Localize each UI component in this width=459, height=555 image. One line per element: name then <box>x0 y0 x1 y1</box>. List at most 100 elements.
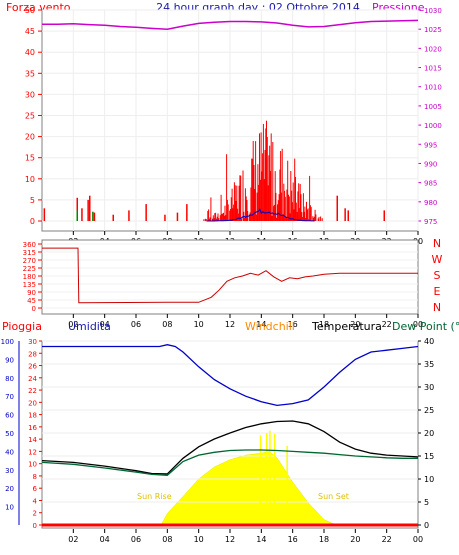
wind-force-bar <box>283 183 285 221</box>
x-tick-label: 00 <box>413 535 423 544</box>
temp-tick-label: 5 <box>424 498 429 507</box>
humidity-line <box>42 344 419 407</box>
wind-force-bar <box>298 207 300 221</box>
wind-direction-line <box>42 247 418 304</box>
rain-tick-label: 26 <box>28 363 37 371</box>
wind-force-bar <box>320 216 322 221</box>
wind-force-bar <box>291 202 293 221</box>
pressure-tick-label: 1025 <box>424 26 442 34</box>
x-tick-label: 10 <box>194 320 204 329</box>
wind-tick-label: 0 <box>30 217 35 226</box>
pressure-tick-label: 1030 <box>424 7 442 15</box>
wind-force-bar <box>289 213 291 221</box>
x-tick-label: 12 <box>225 535 235 544</box>
wind-force-bar <box>272 142 274 221</box>
wind-force-bar <box>241 218 242 221</box>
x-tick-label: 02 <box>68 320 78 329</box>
wind-force-bar <box>306 201 307 221</box>
wind-force-bar <box>223 212 224 221</box>
temp-tick-label: 25 <box>424 406 434 415</box>
wind-force-bar <box>280 151 282 221</box>
direction-tick-label: 360 <box>23 241 36 249</box>
wind-force-bar <box>312 216 314 221</box>
x-tick-label: 04 <box>100 320 110 329</box>
wind-force-bar <box>293 209 295 221</box>
solar-spike <box>273 433 276 525</box>
wind-force-bar <box>347 210 349 221</box>
humidity-tick-label: 90 <box>5 356 14 364</box>
wind-force-bar <box>235 200 237 221</box>
wind-force-bar <box>128 210 130 221</box>
compass-label: W <box>432 253 443 266</box>
compass-label: N <box>433 301 441 314</box>
wind-force-bar <box>270 133 272 221</box>
wind-force-bar <box>309 175 311 221</box>
wind-force-bar <box>286 189 288 221</box>
wind-force-bar <box>300 194 302 221</box>
wind-force-bar <box>210 197 212 221</box>
wind-force-bar <box>215 218 217 221</box>
temp-tick-label: 0 <box>424 521 429 530</box>
rain-tick-label: 28 <box>28 350 37 358</box>
rain-tick-label: 30 <box>28 338 37 346</box>
wind-force-bar <box>233 182 235 221</box>
humidity-tick-label: 20 <box>5 485 14 493</box>
wind-force-bar <box>310 207 312 221</box>
humidity-tick-label: 30 <box>5 467 14 475</box>
solar-spike <box>269 430 271 525</box>
humidity-tick-label: 50 <box>5 430 14 438</box>
wind-force-bar <box>280 192 282 221</box>
wind-force-bar <box>259 179 261 221</box>
wind-force-bar <box>212 215 214 221</box>
wind-force-bar <box>92 211 94 221</box>
wind-force-bar <box>214 213 216 221</box>
wind-force-bar <box>226 154 228 221</box>
wind-force-bar <box>279 169 281 221</box>
wind-force-bar <box>251 158 253 221</box>
wind-force-bar <box>253 165 255 221</box>
wind-force-bar <box>299 184 301 221</box>
wind-force-bar <box>262 123 264 221</box>
wind-force-bar <box>234 185 236 221</box>
compass-label: E <box>434 285 441 298</box>
wind-force-bar <box>87 199 89 221</box>
wind-force-bar <box>303 211 305 221</box>
temp-tick-label: 15 <box>424 452 434 461</box>
compass-label: N <box>433 237 441 250</box>
wind-force-bar <box>227 204 229 221</box>
x-tick-label: 16 <box>288 320 298 329</box>
wind-force-bar <box>93 212 96 221</box>
wind-force-bar <box>288 196 290 221</box>
wind-tick-label: 15 <box>25 154 35 163</box>
wind-force-bar <box>264 150 266 221</box>
wind-force-bar <box>226 199 228 221</box>
pressure-tick-label: 985 <box>424 180 437 188</box>
wind-force-bar <box>296 212 298 221</box>
wind-force-bar <box>266 120 267 221</box>
direction-tick-label: 45 <box>27 297 36 305</box>
wind-tick-label: 20 <box>25 133 35 142</box>
wind-force-bar <box>221 214 223 221</box>
temperature-line <box>41 420 419 475</box>
x-tick-label: 08 <box>162 535 172 544</box>
wind-force-bar <box>245 196 247 221</box>
wind-force-bar <box>248 214 250 221</box>
pressure-tick-label: 980 <box>424 199 437 207</box>
rain-tick-label: 12 <box>28 448 37 456</box>
wind-force-bar <box>307 208 309 221</box>
wind-force-bar <box>278 194 280 221</box>
direction-tick-label: 180 <box>23 273 36 281</box>
pressure-tick-label: 1020 <box>424 45 442 53</box>
wind-force-bar <box>267 185 269 221</box>
wind-force-bar <box>315 214 317 221</box>
wind-force-bar <box>268 155 270 221</box>
x-tick-label: 00 <box>413 320 423 329</box>
wind-force-bar <box>251 158 253 221</box>
rain-tick-label: 10 <box>28 461 37 469</box>
wind-force-bar <box>112 214 114 221</box>
wind-tick-label: 40 <box>25 48 35 57</box>
pressure-tick-label: 1015 <box>424 65 442 73</box>
solar-spike <box>259 435 262 525</box>
wind-force-bar <box>302 193 304 221</box>
temp-tick-label: 20 <box>424 429 434 438</box>
